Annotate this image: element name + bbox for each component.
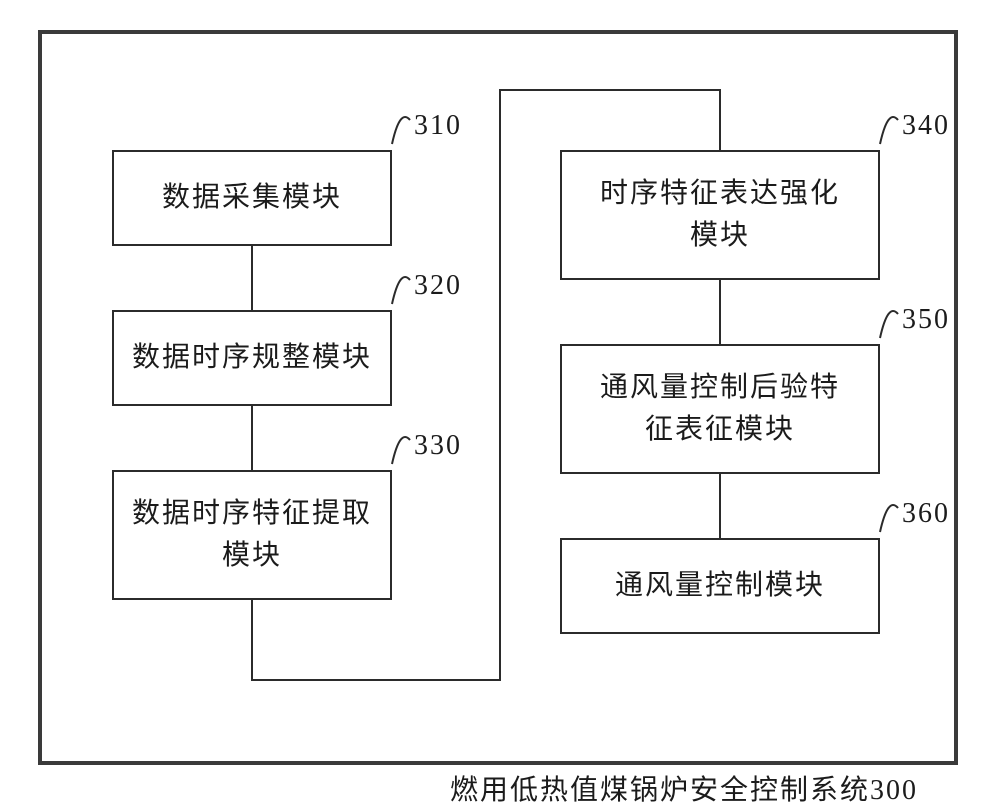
- node-label: 时序特征表达强化 模块: [600, 173, 840, 257]
- ref-label-310: 310: [414, 110, 462, 142]
- diagram-caption: 燃用低热值煤锅炉安全控制系统300: [450, 768, 918, 808]
- node-n360: 通风量控制模块: [560, 538, 880, 634]
- ref-label-340: 340: [902, 110, 950, 142]
- node-n330: 数据时序特征提取 模块: [112, 470, 392, 600]
- node-n350: 通风量控制后验特 征表征模块: [560, 344, 880, 474]
- node-label: 通风量控制后验特 征表征模块: [600, 367, 840, 451]
- ref-label-350: 350: [902, 304, 950, 336]
- node-label: 数据采集模块: [162, 177, 342, 219]
- ref-label-320: 320: [414, 270, 462, 302]
- node-label: 数据时序特征提取 模块: [132, 493, 372, 577]
- node-n340: 时序特征表达强化 模块: [560, 150, 880, 280]
- node-n320: 数据时序规整模块: [112, 310, 392, 406]
- ref-label-330: 330: [414, 430, 462, 462]
- node-label: 通风量控制模块: [615, 565, 825, 607]
- ref-label-360: 360: [902, 498, 950, 530]
- node-n310: 数据采集模块: [112, 150, 392, 246]
- node-label: 数据时序规整模块: [132, 337, 372, 379]
